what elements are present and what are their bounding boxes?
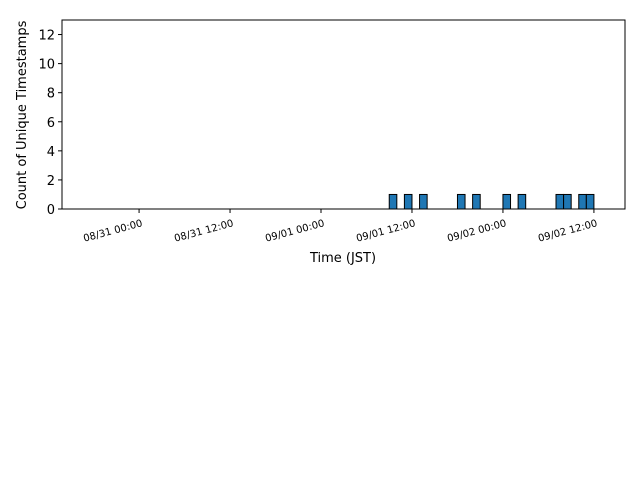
bar: [517, 193, 527, 210]
y-tick-label: 0: [47, 203, 55, 218]
bar: [578, 193, 587, 210]
y-tick-label: 2: [47, 174, 55, 189]
bar: [456, 193, 466, 210]
y-tick-label: 8: [47, 87, 55, 102]
y-tick-label: 6: [47, 116, 55, 131]
y-tick-label: 10: [38, 58, 55, 73]
bar: [585, 193, 595, 210]
x-tick-label: 08/31 12:00: [173, 218, 235, 244]
bar: [472, 193, 481, 210]
x-tick-label: 09/02 12:00: [537, 218, 599, 244]
x-tick-label: 09/01 00:00: [264, 218, 326, 244]
bar: [403, 193, 413, 210]
plot-frame: [61, 19, 626, 210]
x-axis-label: Time (JST): [309, 251, 376, 266]
y-axis-label: Count of Unique Timestamps: [15, 20, 30, 209]
y-tick-label: 12: [38, 29, 55, 44]
bar: [502, 193, 512, 210]
bar: [419, 193, 428, 210]
x-tick-label: 09/01 12:00: [355, 218, 417, 244]
bar: [563, 193, 572, 210]
x-tick-label: 08/31 00:00: [82, 218, 144, 244]
x-tick-label: 09/02 00:00: [446, 218, 508, 244]
y-tick-label: 4: [47, 145, 55, 160]
bar: [555, 193, 565, 210]
bar: [388, 193, 398, 210]
